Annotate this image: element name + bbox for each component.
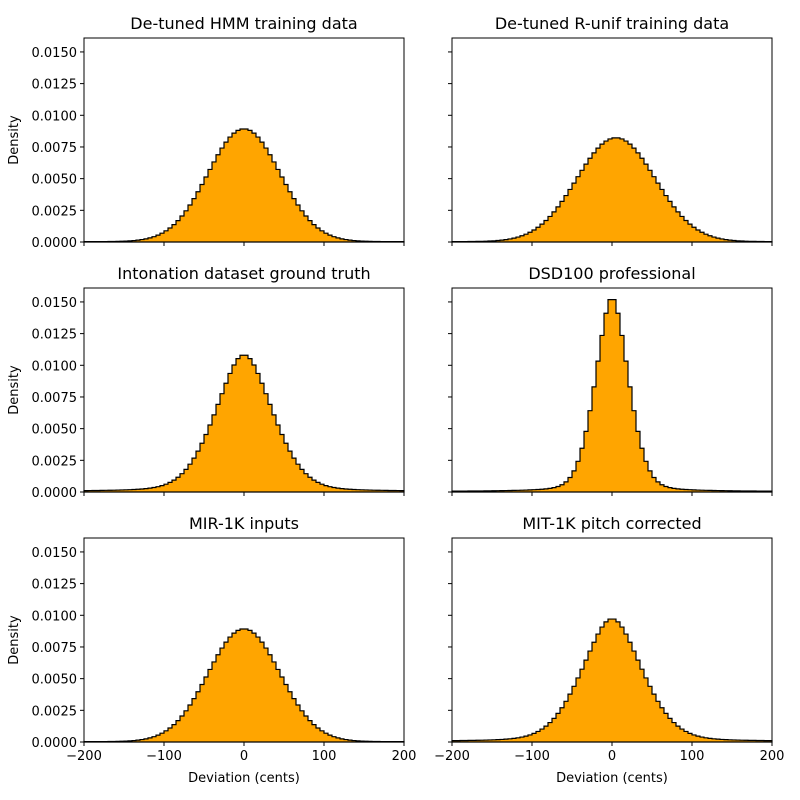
x-tick-label: 0 (608, 749, 616, 764)
y-tick-label: 0.0000 (32, 736, 78, 751)
y-tick-label: 0.0075 (32, 391, 78, 406)
chart-title: De-tuned R-unif training data (495, 14, 729, 33)
y-tick-label: 0.0100 (32, 359, 78, 374)
y-tick-label: 0.0150 (32, 46, 78, 61)
histogram-steps (451, 299, 773, 493)
y-tick-label: 0.0050 (32, 673, 78, 688)
subplot-2: De-tuned R-unif training data (448, 14, 773, 246)
y-tick-label: 0.0150 (32, 296, 78, 311)
y-tick-label: 0.0125 (32, 328, 78, 343)
histogram-steps (83, 628, 405, 743)
subplot-4: DSD100 professional (448, 264, 773, 496)
x-tick-label: −100 (146, 749, 182, 764)
subplot-1: 0.0000 0.0025 0.0050 0.0075 0.0100 0.0125 0.01… (7, 14, 405, 251)
x-tick-label: 100 (680, 749, 705, 764)
x-tick-label: 200 (392, 749, 417, 764)
chart-title: MIT-1K pitch corrected (522, 514, 701, 533)
x-tick-label: −200 (66, 749, 102, 764)
y-tick-label: 0.0125 (32, 578, 78, 593)
x-tick-label: −200 (434, 749, 470, 764)
y-tick-label: 0.0050 (32, 423, 78, 438)
subplot-3: 0.0000 0.0025 0.0050 0.0075 0.0100 0.0125 0.01… (7, 264, 405, 501)
x-tick-label: −100 (514, 749, 550, 764)
y-tick-label: 0.0000 (32, 236, 78, 251)
y-tick-label: 0.0100 (32, 109, 78, 124)
histogram-steps (83, 354, 405, 493)
chart-title: MIR-1K inputs (189, 514, 299, 533)
histogram-steps (83, 128, 405, 243)
y-axis-label: Density (7, 115, 22, 165)
y-tick-label: 0.0075 (32, 641, 78, 656)
y-tick-label: 0.0025 (32, 454, 78, 469)
y-tick-label: 0.0000 (32, 486, 78, 501)
x-tick-label: 200 (760, 749, 785, 764)
y-tick-label: 0.0025 (32, 204, 78, 219)
x-tick-label: 0 (240, 749, 248, 764)
subplot-6: −200 −100 0 100 200 MIT-1K pitch corrected Dev… (434, 514, 784, 786)
y-tick-label: 0.0050 (32, 173, 78, 188)
x-tick-label: 100 (312, 749, 337, 764)
y-tick-label: 0.0075 (32, 141, 78, 156)
subplot-5: 0.0000 0.0025 0.0050 0.0075 0.0100 0.0125 0.01… (7, 514, 416, 786)
chart-title: DSD100 professional (528, 264, 695, 283)
histogram-steps (451, 137, 773, 243)
x-axis-label: Deviation (cents) (188, 771, 300, 786)
y-tick-label: 0.0100 (32, 609, 78, 624)
y-tick-label: 0.0125 (32, 78, 78, 93)
histogram-steps (451, 618, 773, 743)
y-tick-label: 0.0150 (32, 546, 78, 561)
chart-title: De-tuned HMM training data (130, 14, 357, 33)
chart-title: Intonation dataset ground truth (117, 264, 370, 283)
y-axis-label: Density (7, 615, 22, 665)
x-axis-label: Deviation (cents) (556, 771, 668, 786)
y-tick-label: 0.0025 (32, 704, 78, 719)
y-axis-label: Density (7, 365, 22, 415)
